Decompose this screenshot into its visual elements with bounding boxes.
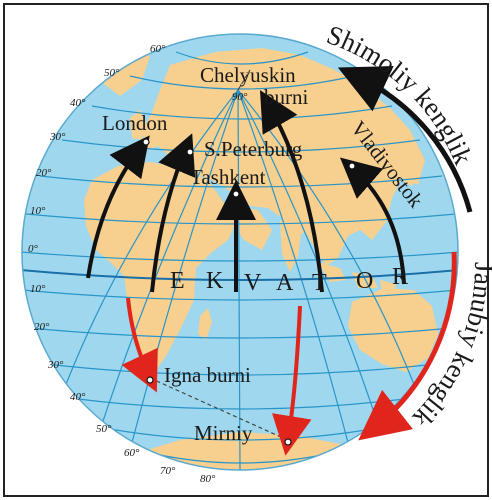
arrow-igna — [121, 297, 158, 393]
label-chelyuskin: Chelyuskin — [200, 63, 296, 87]
label-mirniy: Mirniy — [194, 421, 253, 445]
equator-letter: R — [392, 264, 409, 290]
lat-label-south: 70° — [160, 465, 176, 477]
north-arrows — [86, 90, 406, 293]
scandinavia — [168, 78, 212, 134]
lat-label-south: 40° — [70, 391, 86, 403]
equator-letter: O — [356, 268, 374, 294]
africa — [84, 162, 236, 376]
arrow-london — [86, 135, 150, 279]
lat-label-north: 50° — [104, 67, 120, 79]
label-pole: 90° — [232, 91, 248, 103]
south-arrows — [121, 297, 312, 456]
dashed-meridian — [149, 377, 293, 443]
lat-label-south: 60° — [124, 447, 140, 459]
equator-letter: T — [312, 270, 328, 296]
lat-label-south: 20° — [34, 321, 50, 333]
lat-label-north: 40° — [70, 97, 86, 109]
lat-label-south: 10° — [30, 283, 46, 295]
lat-label-north: 10° — [30, 205, 46, 217]
lat-labels-south: 10° 20° 30° 40° 50° 60° 70° 80° — [30, 283, 216, 485]
lat-labels-north: 0° 10° 20° 30° 40° 50° 60° — [28, 43, 166, 255]
globe-outline — [21, 33, 459, 471]
lat-label-south: 80° — [200, 473, 216, 485]
arrow-petersburg — [150, 133, 196, 293]
city-markers — [142, 138, 356, 446]
label-chelyuskin-2: burni — [264, 85, 308, 109]
label-tashkent: Tashkent — [190, 165, 266, 189]
label-igna: Igna burni — [164, 363, 251, 387]
arrow-vladivostok — [339, 157, 406, 285]
label-petersburg: S.Peterburg — [204, 137, 303, 161]
lat-label-north: 0° — [28, 243, 39, 255]
lat-label-south: 50° — [96, 423, 112, 435]
label-london: London — [102, 111, 168, 135]
britain — [130, 110, 146, 140]
equator-line — [22, 269, 458, 281]
arrow-chelyuskin — [259, 90, 324, 293]
equator-letter: V — [244, 270, 262, 296]
lat-label-north: 20° — [36, 167, 52, 179]
lat-label-north: 60° — [150, 43, 166, 55]
equator-letter: A — [276, 270, 294, 296]
antarctica — [120, 432, 380, 470]
south-side-arrow — [358, 251, 457, 441]
lat-label-south: 30° — [47, 359, 64, 371]
arrow-mirniy — [272, 305, 312, 456]
equator-letter: K — [206, 268, 224, 294]
north-side-arrow — [337, 66, 473, 213]
latitude-grid — [22, 51, 458, 470]
lat-label-north: 30° — [49, 131, 66, 143]
equator-letter: E — [170, 268, 186, 294]
australia — [348, 288, 438, 372]
madagascar — [198, 308, 212, 340]
